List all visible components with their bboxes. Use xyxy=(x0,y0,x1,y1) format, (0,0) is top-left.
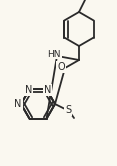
Text: S: S xyxy=(65,105,71,115)
Text: N: N xyxy=(44,85,51,95)
Text: HN: HN xyxy=(47,49,61,58)
Text: N: N xyxy=(14,99,22,109)
Text: N: N xyxy=(25,85,32,95)
Text: O: O xyxy=(57,62,65,72)
